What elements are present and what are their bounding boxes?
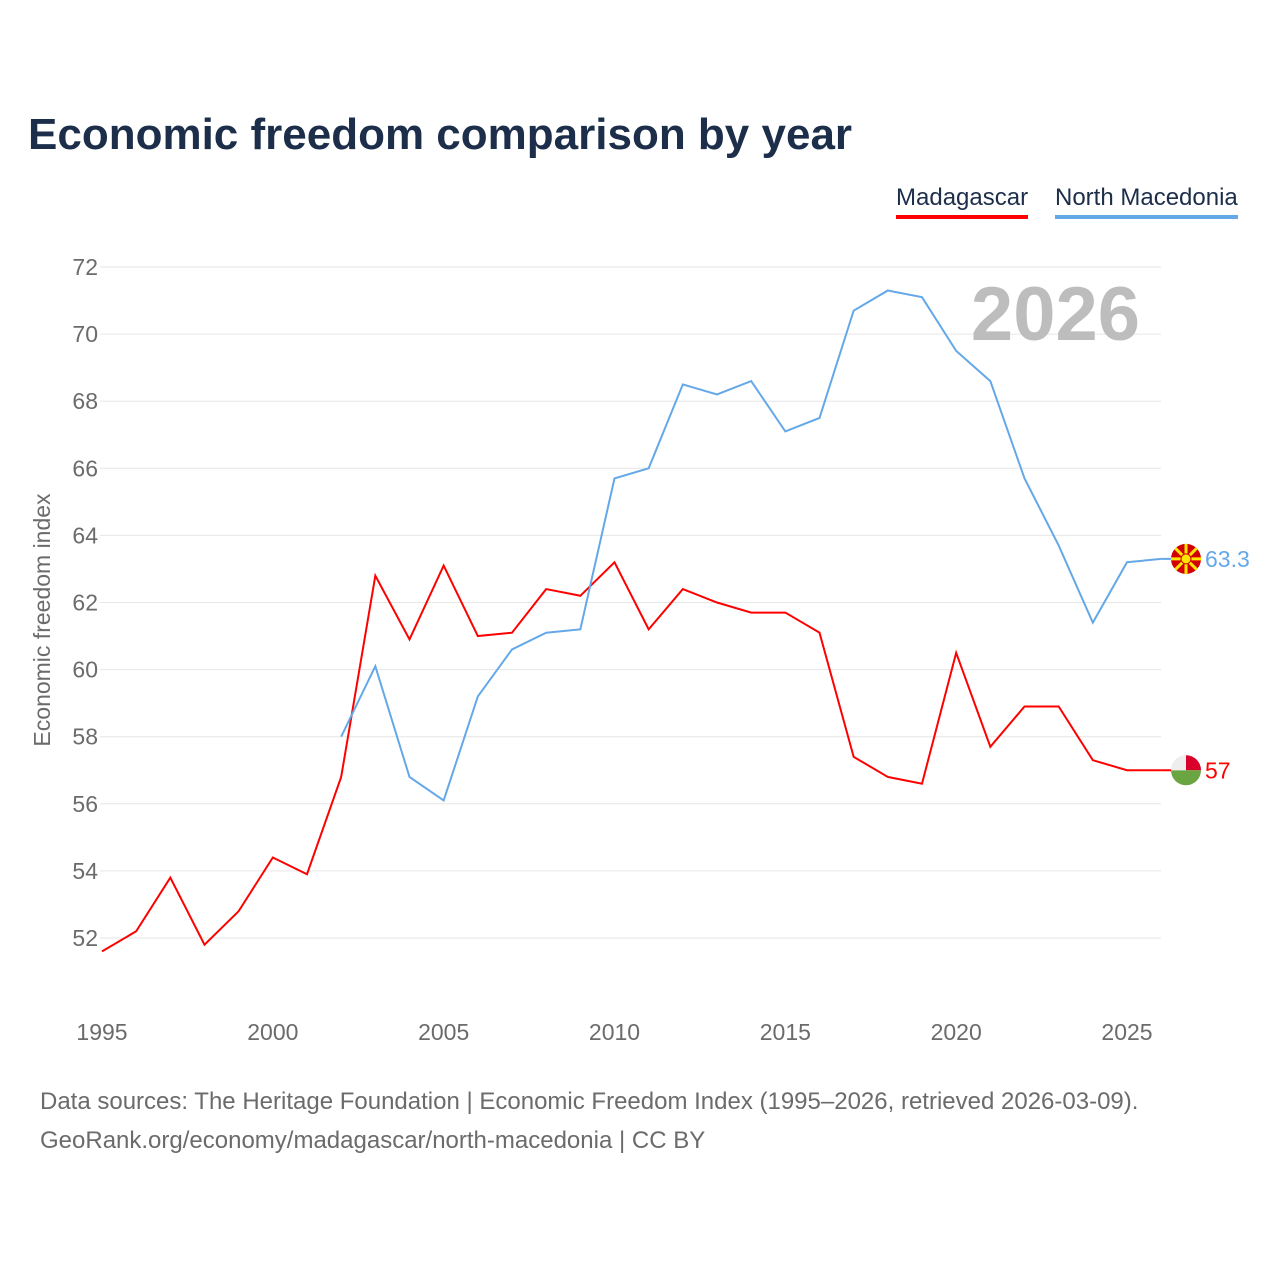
legend-north-macedonia[interactable]: North Macedonia [1055, 184, 1238, 219]
y-tick-label: 72 [72, 254, 98, 280]
series-line-north-macedonia [340, 289, 1162, 803]
end-value-label: 63.3 [1205, 546, 1250, 572]
y-tick-label: 58 [72, 724, 98, 750]
year-watermark: 2026 [971, 272, 1140, 357]
x-tick-label: 2010 [589, 1019, 640, 1045]
y-tick-label: 60 [72, 657, 98, 683]
x-tick-label: 2005 [418, 1019, 469, 1045]
flag-sun [1180, 553, 1192, 565]
y-tick-label: 52 [72, 925, 98, 951]
flag-white-part [1171, 755, 1186, 771]
source-url: GeoRank.org/economy/madagascar/north-mac… [40, 1127, 706, 1154]
y-tick-label: 62 [72, 590, 98, 616]
x-tick-label: 2020 [931, 1019, 982, 1045]
y-tick-label: 70 [72, 321, 98, 347]
series-line-madagascar [101, 560, 1162, 953]
y-axis-label: Economic freedom index [29, 493, 55, 747]
y-tick-label: 54 [72, 858, 98, 884]
flag-red-part [1186, 755, 1201, 771]
legend-madagascar[interactable]: Madagascar [896, 184, 1029, 219]
x-tick-label: 2000 [247, 1019, 298, 1045]
y-tick-label: 64 [72, 522, 98, 548]
chart-title: Economic freedom comparison by year [28, 110, 853, 159]
flag-green-part [1171, 770, 1201, 786]
x-tick-label: 2025 [1101, 1019, 1152, 1045]
y-tick-label: 66 [72, 455, 98, 481]
y-tick-label: 56 [72, 791, 98, 817]
x-tick-label: 2015 [760, 1019, 811, 1045]
end-value-label: 57 [1205, 757, 1231, 783]
source-note: Data sources: The Heritage Foundation | … [40, 1088, 1139, 1115]
y-tick-label: 68 [72, 388, 98, 414]
x-tick-label: 1995 [76, 1019, 127, 1045]
